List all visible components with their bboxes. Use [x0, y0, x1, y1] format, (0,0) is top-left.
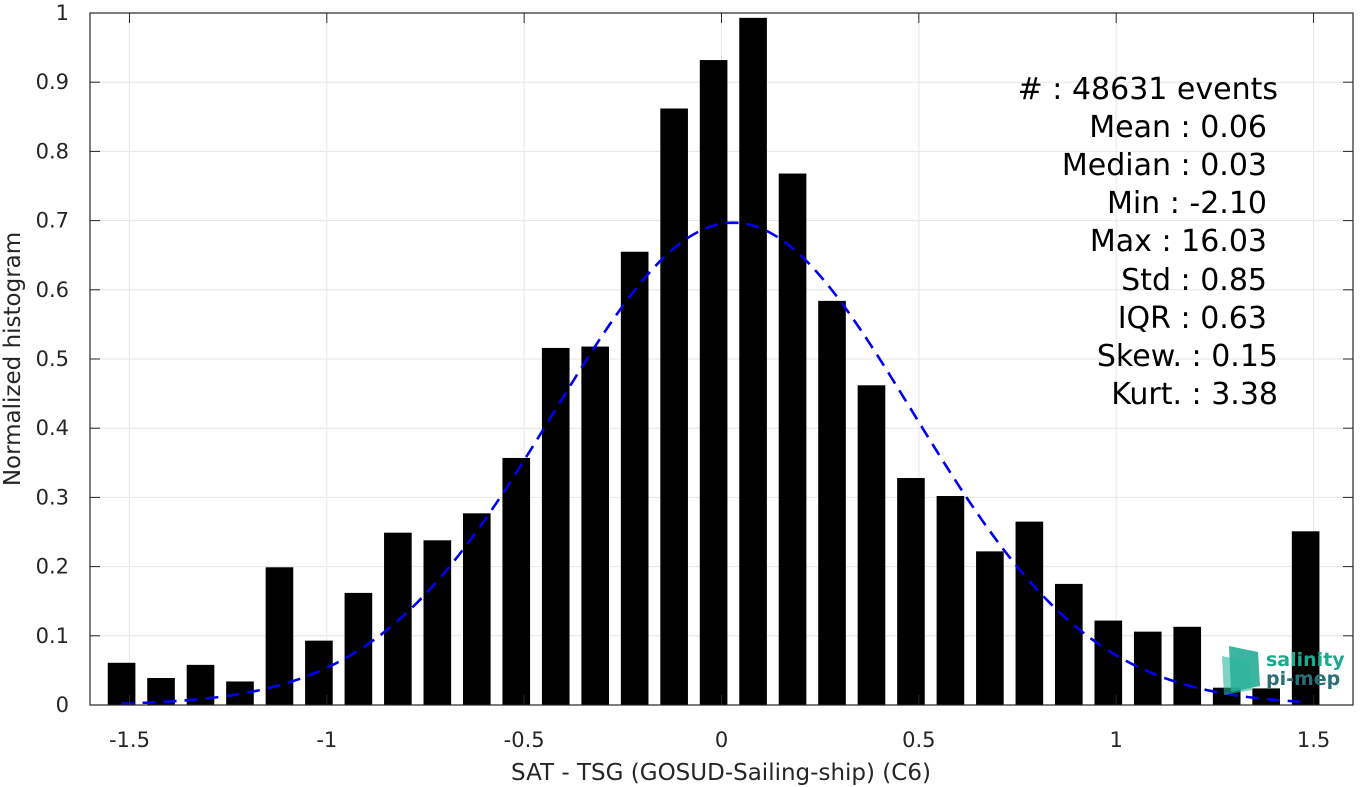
x-tick-label: 1	[1110, 728, 1123, 752]
histogram-bar	[107, 662, 136, 705]
axis-ticks	[90, 12, 1353, 706]
stats-min: Min : -2.10	[1107, 186, 1267, 221]
histogram-bar	[423, 540, 452, 705]
logo-line-pimep: pi-mep	[1266, 668, 1340, 690]
x-tick-label: 0	[715, 728, 728, 752]
y-tick-labels: 0 0.1 0.2 0.3 0.4 0.5 0.6 0.7 0.8 0.9 1	[36, 1, 69, 717]
y-tick-label: 0.4	[36, 416, 69, 440]
histogram-bar	[1015, 521, 1044, 705]
histogram-bar	[1173, 626, 1202, 705]
histogram-bar	[778, 173, 807, 705]
logo-line-salinity: salinity	[1266, 649, 1345, 671]
histogram-bar	[818, 300, 846, 705]
y-tick-label: 0.6	[36, 278, 69, 302]
histogram-bar	[857, 385, 886, 705]
histogram-bar	[502, 457, 531, 705]
x-axis-label: SAT - TSG (GOSUD-Sailing-ship) (C6)	[511, 760, 931, 786]
salinity-pimep-logo: salinity pi-mep	[1222, 646, 1345, 695]
histogram-bar	[462, 513, 491, 705]
stats-std: Std : 0.85	[1121, 263, 1267, 298]
histogram-bar	[1055, 583, 1083, 705]
x-tick-label: -1	[316, 728, 337, 752]
x-tick-label: -0.5	[504, 728, 545, 752]
statistics-panel: # : 48631 events Mean : 0.06 Median : 0.…	[1018, 72, 1278, 412]
stats-iqr: IQR : 0.63	[1118, 301, 1267, 336]
histogram-bar	[305, 640, 333, 705]
y-tick-label: 0.1	[36, 624, 69, 648]
histogram-bar	[897, 478, 925, 705]
y-tick-label: 0.2	[36, 555, 69, 579]
histogram-bar	[1094, 620, 1123, 705]
y-axis-label: Normalized histogram	[0, 232, 26, 486]
y-tick-label: 1	[56, 1, 69, 25]
histogram-bar	[226, 681, 254, 705]
stats-skew: Skew. : 0.15	[1097, 339, 1278, 374]
histogram-bar	[1133, 631, 1162, 705]
histogram-bar	[976, 551, 1004, 705]
stats-mean: Mean : 0.06	[1089, 110, 1267, 145]
y-tick-label: 0.7	[36, 209, 69, 233]
y-tick-label: 0.9	[36, 70, 69, 94]
x-tick-label: 0.5	[902, 728, 935, 752]
stats-max: Max : 16.03	[1090, 224, 1267, 259]
histogram-bar	[344, 592, 373, 705]
y-tick-label: 0.5	[36, 347, 69, 371]
histogram-bar	[660, 108, 688, 706]
gaussian-fit-curve	[121, 221, 1306, 705]
stats-kurt: Kurt. : 3.38	[1111, 377, 1278, 412]
histogram-bar	[1252, 688, 1280, 705]
y-tick-label: 0.3	[36, 485, 69, 509]
histogram-bar	[936, 496, 965, 705]
histogram-bar	[620, 251, 649, 706]
x-tick-label: 1.5	[1297, 728, 1330, 752]
histogram-bar	[1291, 531, 1320, 705]
histogram-bar	[739, 17, 767, 706]
x-tick-labels: -1.5 -1 -0.5 0 0.5 1 1.5	[109, 728, 1330, 752]
logo-mark-front	[1222, 656, 1252, 695]
histogram-bar	[699, 60, 728, 705]
stats-count: # : 48631 events	[1018, 72, 1278, 107]
stats-median: Median : 0.03	[1062, 148, 1267, 183]
y-tick-label: 0	[56, 693, 69, 717]
x-tick-label: -1.5	[109, 728, 150, 752]
y-tick-label: 0.8	[36, 139, 69, 163]
histogram-bar	[541, 347, 570, 705]
bars	[107, 17, 1320, 706]
histogram-bar	[384, 532, 412, 705]
histogram-bar	[581, 346, 610, 705]
